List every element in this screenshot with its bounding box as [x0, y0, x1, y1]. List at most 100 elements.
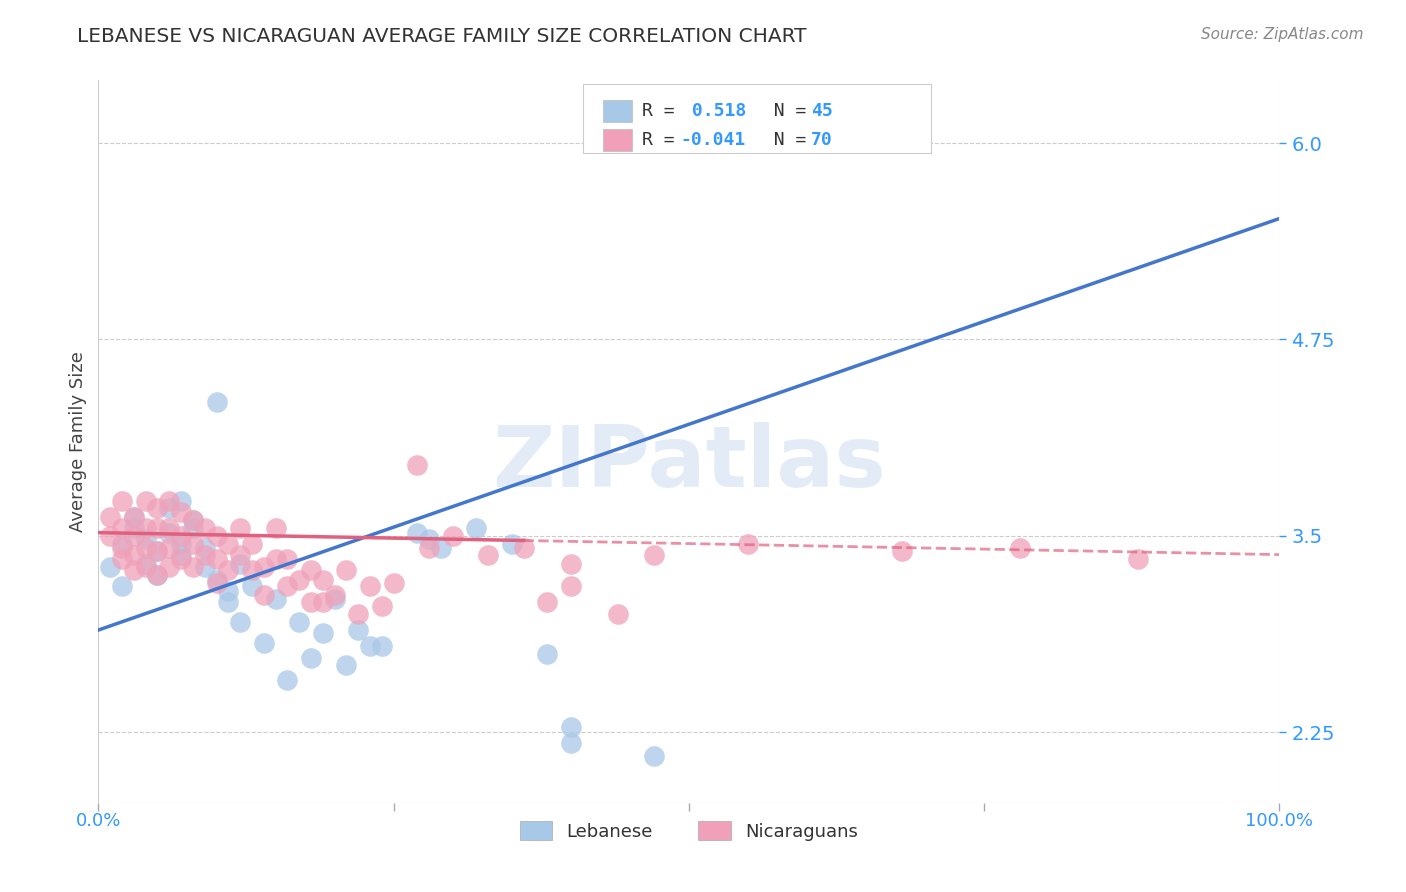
Point [560, 720, 582, 734]
Point [135, 557, 157, 571]
Bar [603, 128, 633, 151]
Point [240, 536, 263, 550]
Point [146, 544, 169, 558]
Point [406, 458, 429, 472]
Point [276, 579, 298, 593]
Point [111, 541, 134, 556]
Point [890, 544, 912, 558]
Point [122, 521, 145, 535]
Point [205, 529, 228, 543]
Point [98, 560, 121, 574]
Point [194, 560, 217, 574]
Point [135, 560, 157, 574]
Point [111, 494, 134, 508]
Point [299, 595, 322, 609]
Point [323, 589, 346, 603]
Text: R =: R = [641, 102, 685, 120]
Point [276, 673, 298, 688]
Point [217, 595, 239, 609]
Point [98, 510, 121, 524]
Bar [603, 100, 633, 121]
Point [264, 552, 287, 566]
Point [441, 529, 464, 543]
Point [98, 529, 121, 543]
Text: 45: 45 [811, 102, 832, 120]
Point [146, 568, 169, 582]
Point [122, 548, 145, 562]
Text: 100.0%: 100.0% [1246, 813, 1313, 830]
Point [205, 395, 228, 409]
Point [607, 607, 630, 622]
Point [560, 736, 582, 750]
Point [157, 560, 180, 574]
Point [240, 579, 263, 593]
Point [194, 548, 217, 562]
Point [111, 536, 134, 550]
Point [477, 548, 499, 562]
Point [276, 552, 298, 566]
Point [536, 647, 558, 661]
Point [205, 575, 228, 590]
Point [229, 557, 252, 571]
Point [382, 575, 405, 590]
Point [217, 563, 239, 577]
Point [335, 563, 357, 577]
Point [253, 635, 276, 649]
Point [253, 589, 276, 603]
Text: 0.0%: 0.0% [76, 813, 121, 830]
Y-axis label: Average Family Size: Average Family Size [69, 351, 87, 532]
Point [560, 557, 582, 571]
Point [205, 552, 228, 566]
Point [194, 541, 217, 556]
Point [111, 579, 134, 593]
Point [181, 560, 204, 574]
Point [122, 529, 145, 543]
Point [205, 573, 228, 587]
Point [643, 748, 665, 763]
Text: LEBANESE VS NICARAGUAN AVERAGE FAMILY SIZE CORRELATION CHART: LEBANESE VS NICARAGUAN AVERAGE FAMILY SI… [77, 27, 807, 45]
Point [181, 513, 204, 527]
Point [157, 521, 180, 535]
Point [170, 494, 193, 508]
Point [359, 639, 381, 653]
Point [371, 599, 394, 614]
Point [181, 521, 204, 535]
Point [111, 521, 134, 535]
Point [418, 541, 440, 556]
Point [194, 521, 217, 535]
Point [170, 536, 193, 550]
Point [288, 615, 311, 630]
Point [560, 579, 582, 593]
Point [335, 657, 357, 672]
Point [146, 544, 169, 558]
Point [135, 541, 157, 556]
Point [737, 536, 759, 550]
Point [146, 500, 169, 515]
Point [371, 639, 394, 653]
Text: N =: N = [752, 102, 817, 120]
Point [135, 494, 157, 508]
Point [430, 541, 453, 556]
Text: R =: R = [641, 131, 685, 149]
Point [157, 525, 180, 540]
Point [122, 510, 145, 524]
Point [170, 552, 193, 566]
Point [312, 573, 335, 587]
Point [122, 510, 145, 524]
Point [288, 573, 311, 587]
Text: -0.041: -0.041 [681, 131, 747, 149]
Point [512, 541, 534, 556]
Point [157, 500, 180, 515]
Point [312, 595, 335, 609]
Point [229, 548, 252, 562]
Point [406, 525, 429, 540]
Legend: Lebanese, Nicaraguans: Lebanese, Nicaraguans [513, 814, 865, 848]
Point [146, 568, 169, 582]
Point [299, 651, 322, 665]
Text: 70: 70 [811, 131, 832, 149]
Point [323, 591, 346, 606]
Point [465, 521, 488, 535]
Point [1126, 552, 1149, 566]
Point [347, 623, 370, 637]
FancyBboxPatch shape [582, 84, 931, 153]
